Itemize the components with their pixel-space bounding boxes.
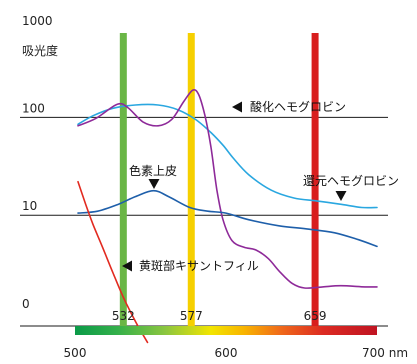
wavelength-label: 532	[112, 309, 135, 323]
wavelength-label: 577	[180, 309, 203, 323]
series-line	[77, 88, 378, 289]
wavelength-bands	[119, 33, 319, 326]
annotation-label: 酸化ヘモグロビン	[250, 99, 346, 114]
annotation-label: 黄斑部キサントフィル	[139, 258, 259, 273]
x-tick-label: 600	[215, 346, 238, 360]
annotation-arrow-icon	[148, 179, 160, 189]
x-tick-label: 500	[64, 346, 87, 360]
annotation-arrow-icon	[232, 101, 242, 113]
wavelength-band	[119, 33, 127, 326]
grid-lines	[20, 116, 388, 327]
wavelength-band	[311, 33, 319, 326]
wavelength-band	[187, 33, 195, 326]
y-tick-label: 100	[22, 101, 45, 115]
y-tick-label: 10	[22, 199, 37, 213]
spectrum-bar	[75, 326, 377, 335]
x-tick-label: 700 nm	[362, 346, 408, 360]
series-line	[77, 189, 378, 248]
annotation-label: 色素上皮	[129, 164, 177, 178]
y-axis-label: 吸光度	[22, 43, 58, 58]
y-tick-label: 0	[22, 297, 30, 311]
series-lines	[77, 88, 378, 344]
series-line	[77, 180, 149, 344]
wavelength-label: 659	[304, 309, 327, 323]
annotation-arrow-icon	[122, 260, 132, 272]
y-tick-label: 1000	[22, 14, 53, 28]
series-line	[77, 103, 378, 209]
annotation-arrow-icon	[335, 191, 347, 201]
annotation-label: 還元ヘモグロビン	[303, 174, 399, 188]
labels: 吸光度 0 10 100 1000 532 577 659 500 600 700 nm	[22, 14, 408, 360]
